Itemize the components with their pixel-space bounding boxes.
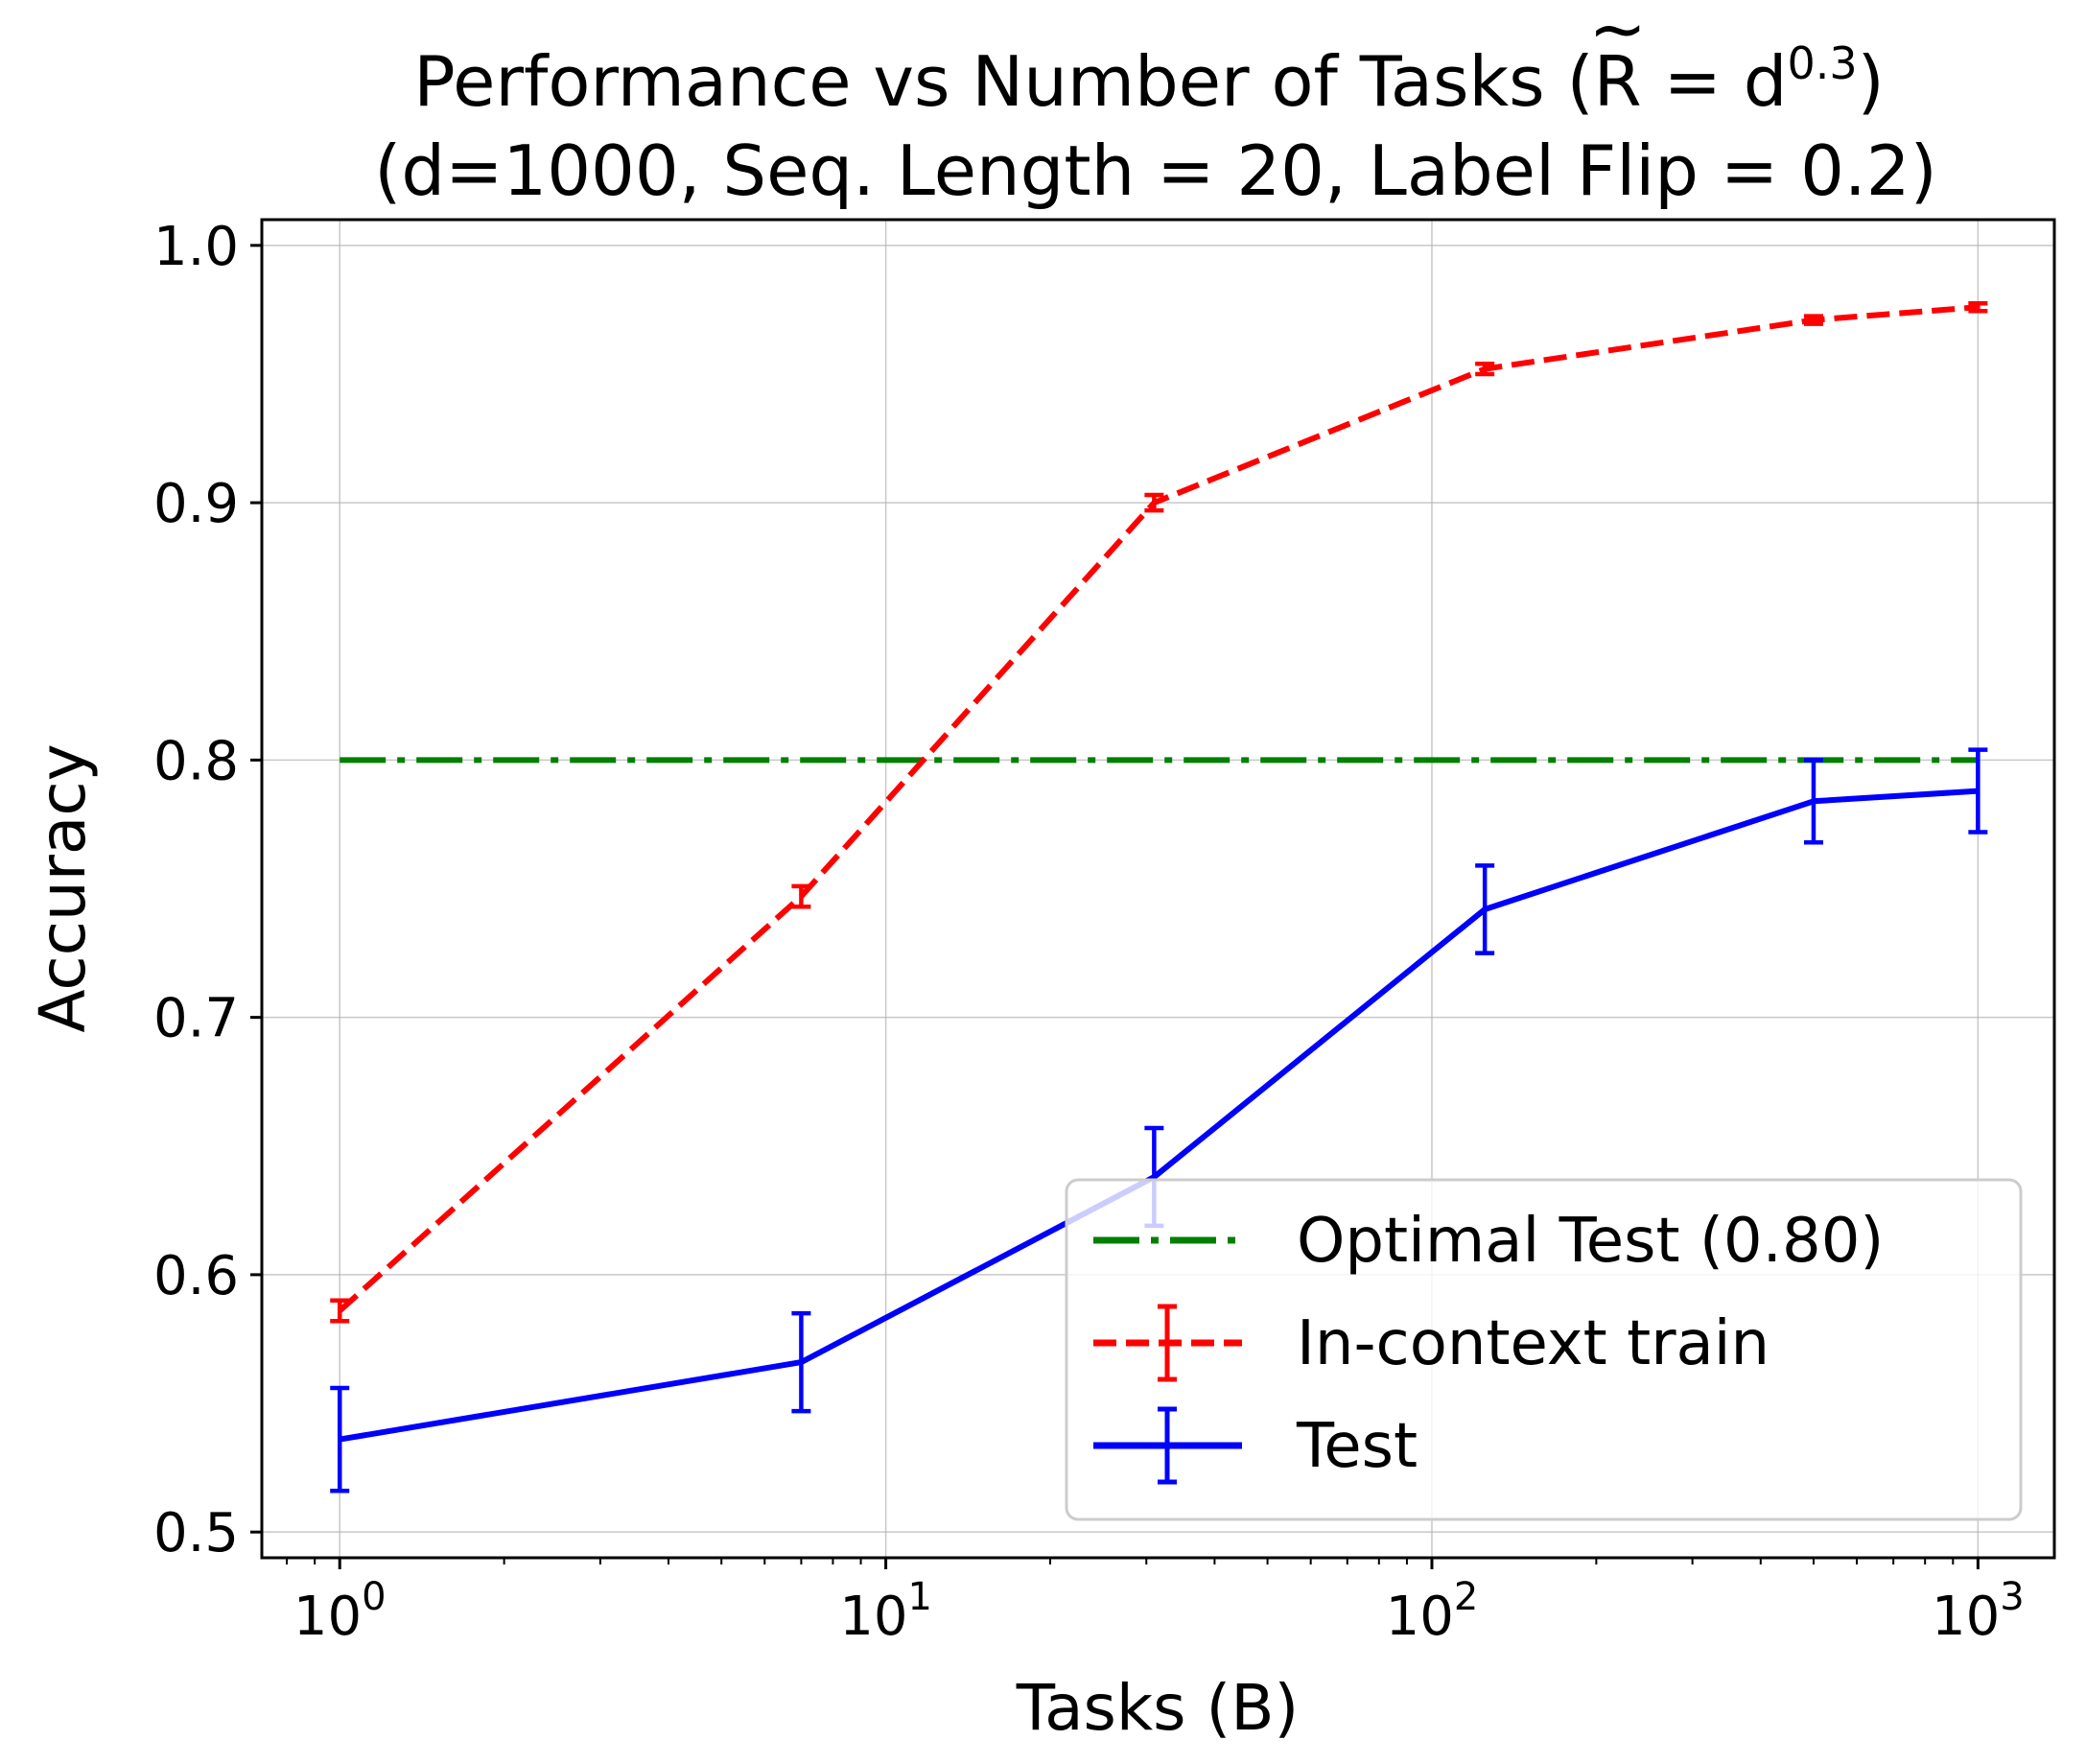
y-tick-label: 0.7	[153, 988, 239, 1050]
legend-label-test: Test	[1296, 1411, 1418, 1482]
x-axis-label: Tasks (B)	[1016, 1671, 1300, 1745]
y-axis-label: Accuracy	[26, 743, 100, 1032]
chart-title-line1: Performance vs Number of Tasks (R = d0.3…	[413, 37, 1885, 122]
x-tick-label: 101	[839, 1575, 932, 1648]
legend: Optimal Test (0.80) In-context train Tes…	[1065, 1178, 2023, 1521]
x-tick-label: 103	[1932, 1575, 2025, 1648]
title-tilde: ~	[1589, 0, 1647, 69]
y-tick-label: 1.0	[153, 216, 239, 278]
y-tick-label: 0.8	[153, 730, 239, 792]
plot-frame	[260, 218, 2056, 1560]
y-tick-label: 0.9	[153, 473, 239, 535]
series-layer	[330, 300, 1988, 1494]
legend-frame	[1065, 1178, 2023, 1521]
legend-label-optimal: Optimal Test (0.80)	[1297, 1206, 1884, 1277]
y-tick-label: 0.5	[153, 1502, 239, 1564]
chart-title-line2: (d=1000, Seq. Length = 20, Label Flip = …	[374, 130, 1936, 211]
ticks: 0.5 0.6 0.7 0.8 0.9 1.0 100 101 102 103	[153, 216, 2025, 1648]
legend-label-train: In-context train	[1297, 1308, 1770, 1379]
legend-item-test: Test	[1093, 1406, 1418, 1485]
x-tick-label: 102	[1386, 1575, 1479, 1648]
y-tick-label: 0.6	[153, 1245, 239, 1307]
legend-item-in-context-train: In-context train	[1093, 1304, 1770, 1382]
x-tick-label: 100	[293, 1575, 387, 1648]
legend-item-optimal: Optimal Test (0.80)	[1093, 1206, 1884, 1277]
series-line-1	[338, 304, 1979, 1313]
series-line-2	[339, 788, 1979, 1443]
